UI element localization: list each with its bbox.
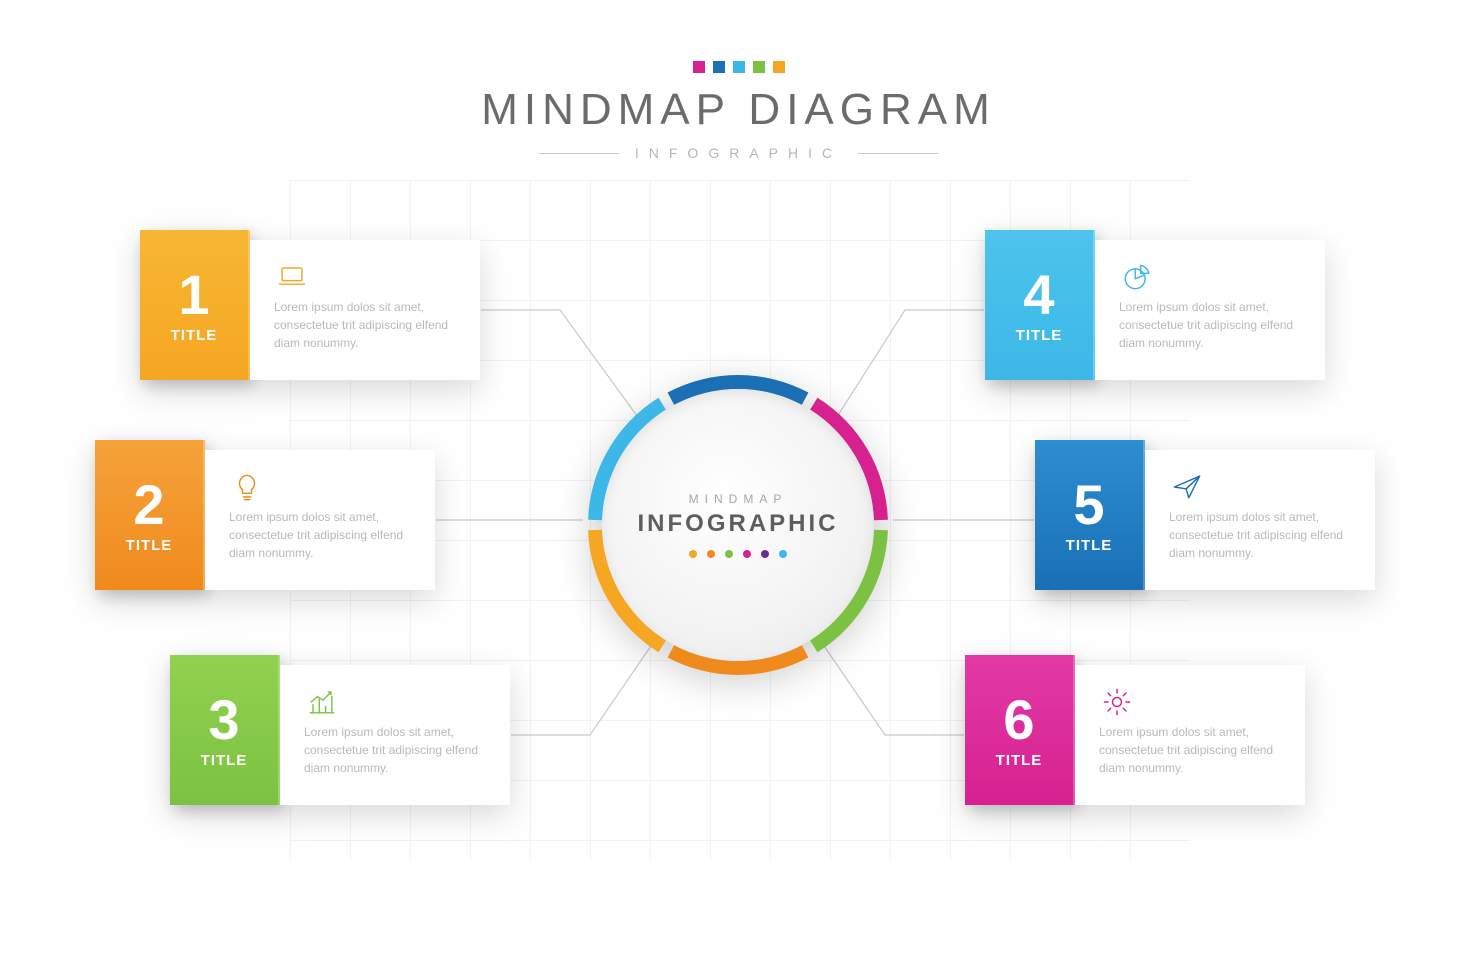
divider-line: [539, 153, 619, 154]
card-title: TITLE: [126, 537, 173, 554]
card-tab: 6 TITLE: [965, 655, 1075, 805]
center-dot: [707, 550, 715, 558]
header-square: [693, 61, 705, 73]
gear-icon: [1099, 681, 1285, 723]
card-number: 4: [1023, 267, 1054, 323]
card-tab: 4 TITLE: [985, 230, 1095, 380]
center-dots: [689, 550, 787, 558]
card-6: 6 TITLE Lorem ipsum dolos sit amet, consec…: [965, 665, 1305, 805]
card-tab: 3 TITLE: [170, 655, 280, 805]
card-description: Lorem ipsum dolos sit amet, consectetue …: [274, 298, 460, 352]
header-square: [773, 61, 785, 73]
card-body: Lorem ipsum dolos sit amet, consectetue …: [1075, 665, 1305, 805]
center-dot: [689, 550, 697, 558]
card-description: Lorem ipsum dolos sit amet, consectetue …: [1099, 723, 1285, 777]
card-number: 2: [133, 477, 164, 533]
card-tab: 5 TITLE: [1035, 440, 1145, 590]
center-dot: [761, 550, 769, 558]
header: MINDMAP DIAGRAM INFOGRAPHIC: [0, 60, 1477, 161]
card-number: 1: [178, 267, 209, 323]
page-subtitle-row: INFOGRAPHIC: [539, 145, 938, 161]
card-title: TITLE: [1016, 327, 1063, 344]
pie-icon: [1119, 256, 1305, 298]
header-square: [733, 61, 745, 73]
card-body: Lorem ipsum dolos sit amet, consectetue …: [1145, 450, 1375, 590]
card-description: Lorem ipsum dolos sit amet, consectetue …: [1169, 508, 1355, 562]
card-number: 6: [1003, 692, 1034, 748]
center-dot: [725, 550, 733, 558]
card-2: 2 TITLE Lorem ipsum dolos sit amet, consec…: [95, 450, 435, 590]
center-inner: MINDMAP INFOGRAPHIC: [602, 389, 874, 661]
card-number: 5: [1073, 477, 1104, 533]
page-subtitle: INFOGRAPHIC: [635, 145, 842, 161]
infographic-canvas: MINDMAP DIAGRAM INFOGRAPHIC MINDMAP INFO…: [0, 0, 1477, 980]
chart-icon: [304, 681, 490, 723]
header-square: [753, 61, 765, 73]
card-title: TITLE: [171, 327, 218, 344]
card-tab: 2 TITLE: [95, 440, 205, 590]
card-body: Lorem ipsum dolos sit amet, consectetue …: [1095, 240, 1325, 380]
card-description: Lorem ipsum dolos sit amet, consectetue …: [229, 508, 415, 562]
center-label-small: MINDMAP: [689, 492, 788, 506]
card-body: Lorem ipsum dolos sit amet, consectetue …: [250, 240, 480, 380]
card-title: TITLE: [996, 752, 1043, 769]
plane-icon: [1169, 466, 1355, 508]
bulb-icon: [229, 466, 415, 508]
header-square: [713, 61, 725, 73]
center-label-large: INFOGRAPHIC: [638, 510, 839, 538]
card-5: 5 TITLE Lorem ipsum dolos sit amet, consec…: [1035, 450, 1375, 590]
divider-line: [858, 153, 938, 154]
card-body: Lorem ipsum dolos sit amet, consectetue …: [205, 450, 435, 590]
card-number: 3: [208, 692, 239, 748]
laptop-icon: [274, 256, 460, 298]
center-dot: [779, 550, 787, 558]
card-title: TITLE: [1066, 537, 1113, 554]
center-circle: MINDMAP INFOGRAPHIC: [583, 370, 893, 680]
center-dot: [743, 550, 751, 558]
page-title: MINDMAP DIAGRAM: [0, 85, 1477, 135]
card-body: Lorem ipsum dolos sit amet, consectetue …: [280, 665, 510, 805]
header-color-squares: [693, 61, 785, 73]
center-ring: MINDMAP INFOGRAPHIC: [583, 370, 893, 680]
card-description: Lorem ipsum dolos sit amet, consectetue …: [1119, 298, 1305, 352]
card-tab: 1 TITLE: [140, 230, 250, 380]
card-1: 1 TITLE Lorem ipsum dolos sit amet, consec…: [140, 240, 480, 380]
card-description: Lorem ipsum dolos sit amet, consectetue …: [304, 723, 490, 777]
card-3: 3 TITLE Lorem ipsum dolos sit amet, consec…: [170, 665, 510, 805]
card-4: 4 TITLE Lorem ipsum dolos sit amet, consec…: [985, 240, 1325, 380]
card-title: TITLE: [201, 752, 248, 769]
